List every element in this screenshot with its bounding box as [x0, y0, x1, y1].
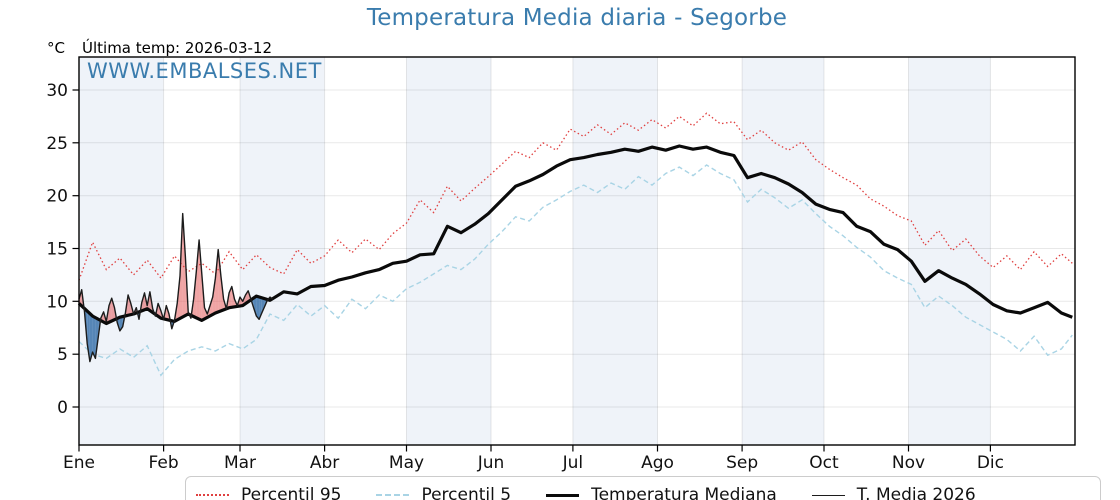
axis-ticks [72, 89, 992, 452]
y-tick-label: 10 [46, 292, 68, 312]
legend-item-mediana: Temperatura Mediana [546, 485, 777, 500]
legend: Percentil 95 Percentil 5 Temperatura Med… [185, 476, 1101, 500]
legend-label: Temperatura Mediana [591, 485, 777, 500]
series-temperatura-mediana [77, 144, 1073, 326]
legend-label: Percentil 95 [241, 485, 342, 500]
y-tick-label: 30 [46, 81, 68, 101]
temperatura-mediana-line-icon [546, 493, 580, 497]
x-tick-label-oct: Oct [809, 453, 839, 473]
last-temp-label: Última temp: 2026-03-12 [82, 39, 273, 57]
x-tick-label-jul: Jul [562, 453, 584, 473]
legend-item-percentil-95: Percentil 95 [196, 485, 341, 500]
legend-item-t-media-2026: T. Media 2026 [811, 485, 976, 500]
chart-title: Temperatura Media diaria - Segorbe [366, 5, 788, 31]
x-tick-label-ago: Ago [641, 453, 674, 473]
x-tick-label-abr: Abr [310, 453, 339, 473]
month-bands [79, 57, 991, 445]
x-tick-label-nov: Nov [892, 453, 925, 473]
y-axis-unit-label: °C [47, 39, 65, 57]
series-percentil-5 [78, 164, 1073, 377]
x-tick-label-may: May [389, 453, 424, 473]
percentil-95-line-icon [196, 494, 229, 496]
y-tick-label: 15 [46, 240, 68, 260]
percentil-5-line-icon [376, 494, 410, 496]
gridlines [79, 57, 1075, 445]
watermark: WWW.EMBALSES.NET [87, 59, 322, 83]
x-tick-label-ene: Ene [63, 453, 95, 473]
x-tick-label-dic: Dic [977, 453, 1004, 473]
y-tick-label: 25 [46, 134, 68, 154]
y-tick-label: 5 [57, 345, 68, 365]
y-tick-label: 20 [46, 187, 68, 207]
x-tick-label-mar: Mar [224, 453, 256, 473]
legend-label: Percentil 5 [421, 485, 512, 500]
series-t-media-2026 [78, 212, 274, 363]
y-tick-label: 0 [57, 398, 68, 418]
plot-frame [78, 56, 1076, 446]
t-media-2026-line-icon [811, 494, 845, 496]
legend-item-percentil-5: Percentil 5 [376, 485, 511, 500]
axis-tick-labels: 0 5 10 15 20 25 30 Ene Feb Mar Abr May Jun Jul Ago Sep O… [46, 81, 1004, 473]
x-tick-label-feb: Feb [149, 453, 179, 473]
x-tick-label-jun: Jun [477, 453, 505, 473]
legend-label: T. Media 2026 [856, 485, 976, 500]
x-tick-label-sep: Sep [726, 453, 758, 473]
